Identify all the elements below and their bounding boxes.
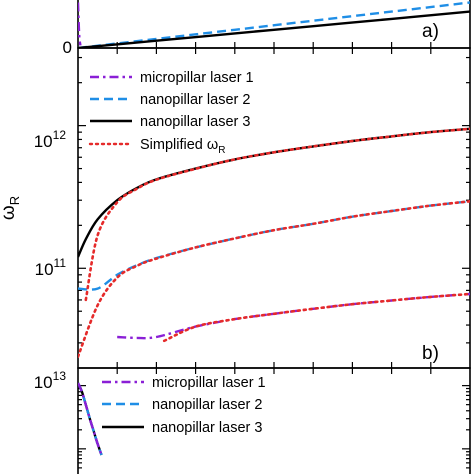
panel-series-group	[78, 127, 470, 358]
panel-c-legend: micropillar laser 1 nanopillar laser 2 n…	[152, 375, 266, 436]
legend-swatches	[88, 75, 144, 429]
panel-b-y-tick-label-11: 1011	[35, 256, 67, 279]
legend-b-label-3: nanopillar laser 3	[140, 114, 250, 130]
series-line-nanopillar-laser-3	[78, 127, 470, 258]
panel-b-legend: micropillar laser 1 nanopillar laser 2 n…	[140, 70, 254, 156]
legend-c-label-2: nanopillar laser 2	[152, 397, 262, 413]
series-line-simplified-laser-2-	[78, 200, 470, 358]
series-layer	[78, 1, 470, 456]
legend-b-label-4: Simplified ωR	[140, 137, 225, 156]
series-line-micropillar-laser-1	[78, 2, 82, 46]
series-line-nanopillar-laser-3	[78, 10, 470, 48]
panel-b-y-tick-label-12: 1012	[34, 128, 67, 151]
panel-c-y-tick-label-13: 1013	[34, 369, 67, 392]
panel-series-group	[78, 382, 103, 456]
legend-b-label-1: micropillar laser 1	[140, 70, 254, 86]
series-line-nanopillar-laser-2	[78, 1, 470, 48]
legend-c-label-1: micropillar laser 1	[152, 375, 266, 391]
series-line-micropillar-laser-1	[78, 382, 103, 456]
panel-a-label: a)	[422, 21, 439, 42]
panel-series-group	[78, 1, 470, 48]
legend-b-label-2: nanopillar laser 2	[140, 92, 250, 108]
series-line-simplified-laser-1-	[162, 292, 470, 343]
legend-c-label-3: nanopillar laser 3	[152, 420, 262, 436]
y-axis-label: ωR	[0, 196, 22, 220]
series-line-simplified-	[84, 127, 470, 302]
panel-a-y-tick-label: 0	[63, 38, 72, 57]
series-line-micropillar-laser-1	[117, 292, 470, 340]
panel-c-frame	[77, 367, 471, 474]
series-line-nanopillar-laser-2	[78, 200, 470, 291]
panel-b-label: b)	[422, 343, 439, 364]
panel-c	[77, 367, 471, 474]
